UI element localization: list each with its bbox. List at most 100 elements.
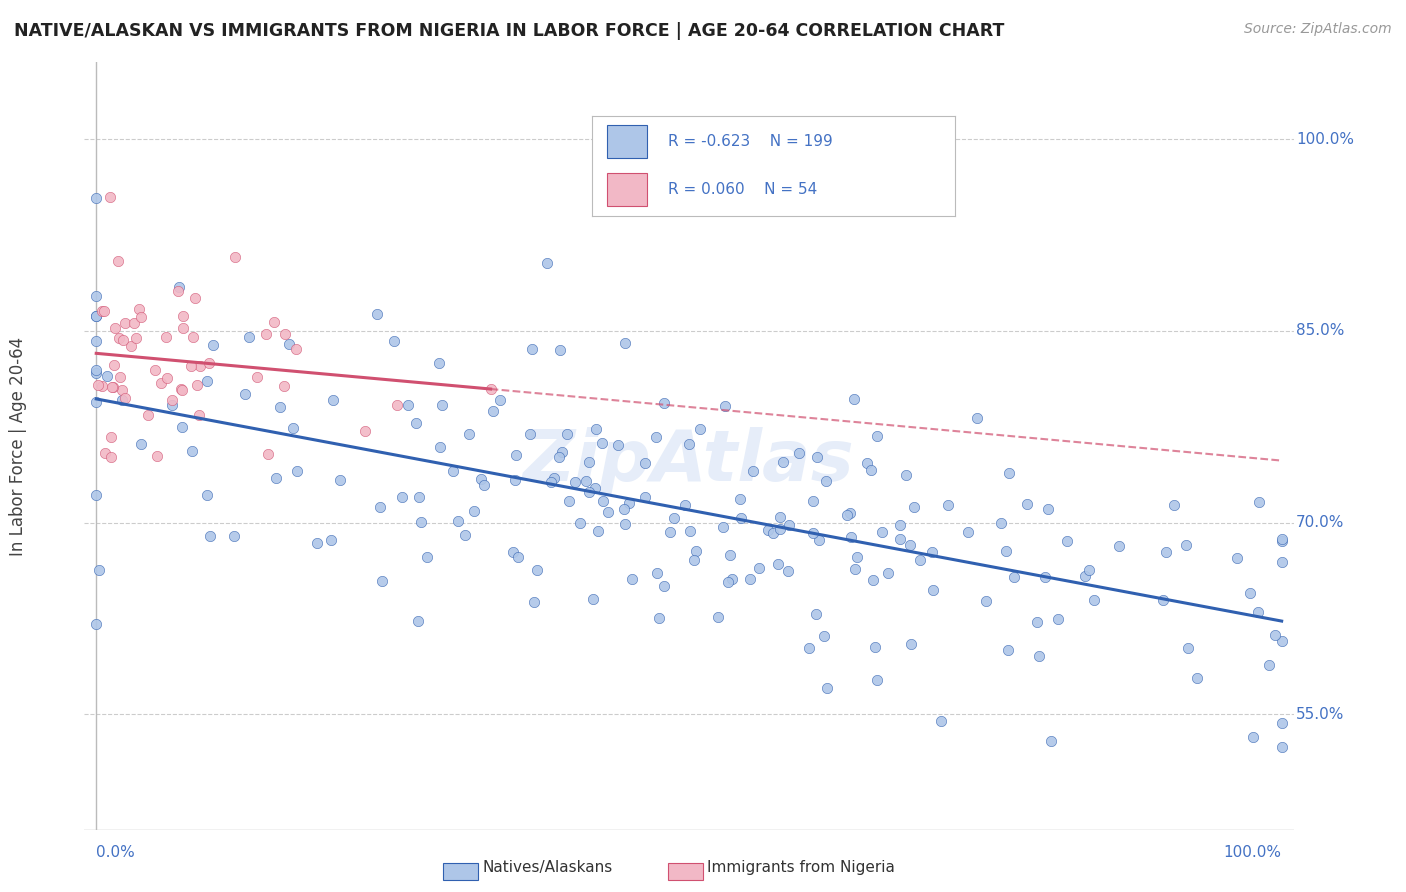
Point	[835, 508, 858, 522]
Point	[543, 470, 565, 484]
Point	[181, 330, 204, 344]
Point	[263, 316, 285, 330]
Point	[898, 537, 921, 551]
Point	[112, 333, 135, 347]
Point	[877, 566, 900, 580]
Point	[84, 395, 107, 409]
Point	[1271, 533, 1294, 547]
Point	[1056, 534, 1078, 549]
Point	[458, 427, 481, 442]
Point	[1247, 605, 1270, 619]
Point	[730, 511, 752, 525]
Point	[738, 572, 761, 586]
Point	[659, 524, 682, 539]
Point	[125, 331, 148, 345]
Point	[598, 504, 620, 518]
Point	[994, 544, 1017, 558]
Point	[922, 583, 945, 598]
Point	[997, 643, 1019, 657]
Point	[678, 437, 700, 451]
Point	[429, 440, 451, 454]
Point	[489, 392, 512, 407]
Point	[652, 396, 675, 410]
Point	[1028, 649, 1050, 664]
Point	[1264, 628, 1286, 642]
Point	[322, 393, 344, 408]
Point	[741, 464, 763, 478]
Point	[662, 511, 685, 525]
Point	[536, 256, 558, 270]
Point	[860, 463, 883, 477]
Point	[172, 420, 194, 434]
Point	[505, 448, 527, 462]
Point	[447, 514, 470, 528]
Point	[936, 499, 959, 513]
Point	[673, 498, 696, 512]
Point	[107, 253, 129, 268]
Point	[278, 336, 301, 351]
Point	[416, 550, 439, 565]
Point	[93, 304, 115, 318]
Point	[772, 455, 794, 469]
Point	[519, 427, 541, 442]
Point	[201, 337, 224, 351]
Point	[502, 544, 524, 558]
Point	[921, 545, 943, 559]
Point	[585, 422, 607, 436]
Point	[839, 506, 862, 520]
Point	[84, 289, 107, 303]
Point	[503, 473, 526, 487]
Point	[370, 500, 392, 514]
Point	[966, 410, 988, 425]
Point	[197, 488, 219, 502]
Point	[371, 574, 394, 588]
Point	[806, 450, 828, 464]
Point	[523, 595, 546, 609]
Point	[366, 307, 388, 321]
Point	[974, 594, 997, 608]
Point	[246, 370, 269, 384]
Point	[1163, 498, 1185, 512]
Point	[156, 371, 179, 385]
Point	[769, 522, 792, 536]
Point	[540, 475, 562, 490]
Point	[111, 383, 134, 397]
Point	[84, 310, 107, 324]
Point	[167, 285, 190, 299]
Point	[896, 467, 918, 482]
Point	[801, 494, 824, 508]
Point	[382, 334, 405, 348]
Point	[186, 377, 208, 392]
Point	[648, 611, 671, 625]
Point	[169, 382, 191, 396]
Point	[162, 393, 184, 408]
Point	[778, 518, 800, 533]
Point	[1152, 593, 1174, 607]
Point	[613, 336, 636, 351]
Point	[583, 481, 606, 495]
Point	[432, 398, 454, 412]
Point	[1108, 539, 1130, 553]
Point	[329, 473, 352, 487]
Point	[1156, 545, 1178, 559]
Point	[84, 488, 107, 502]
Point	[522, 343, 544, 357]
Point	[238, 329, 260, 343]
Point	[100, 450, 122, 464]
Point	[84, 192, 107, 206]
Point	[998, 467, 1021, 481]
Text: 100.0%: 100.0%	[1296, 132, 1354, 146]
Point	[889, 532, 911, 546]
Point	[274, 327, 297, 342]
Point	[855, 456, 877, 470]
Point	[1074, 569, 1097, 583]
Point	[619, 496, 641, 510]
Point	[84, 309, 107, 323]
Point	[172, 310, 194, 324]
Point	[769, 510, 792, 524]
Point	[807, 533, 830, 547]
Point	[409, 515, 432, 529]
Point	[578, 455, 600, 469]
Text: 100.0%: 100.0%	[1223, 845, 1282, 860]
Point	[100, 429, 122, 443]
